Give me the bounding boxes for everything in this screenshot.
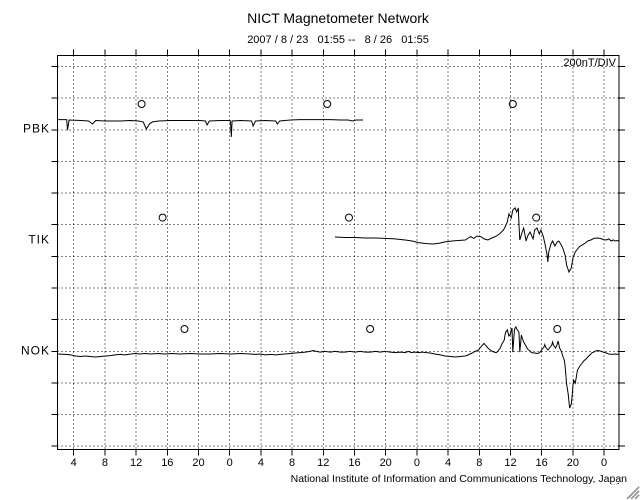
midnight-marker-tik <box>532 213 541 222</box>
institute-caption: National Institute of Information and Co… <box>291 473 628 485</box>
plot-frame <box>57 55 620 450</box>
x-tick-label: 8 <box>289 457 295 469</box>
midnight-marker-nok <box>366 325 375 333</box>
caption-artifact: ‥‥▪ <box>611 481 620 487</box>
station-label-tik: TIK <box>28 233 50 247</box>
x-tick-label: 4 <box>258 457 264 469</box>
page-title: NICT Magnetometer Network <box>247 10 430 26</box>
date-range-subtitle: 2007 / 8 / 23 01:55 -- 8 / 26 01:55 <box>247 34 429 46</box>
midnight-marker-pbk <box>508 100 517 108</box>
grid-layer <box>57 55 619 450</box>
x-tick-label: 0 <box>227 457 233 469</box>
x-tick-label: 4 <box>445 457 451 469</box>
x-tick-label: 4 <box>71 457 77 469</box>
x-tick-label: 16 <box>161 457 173 469</box>
x-tick-label: 8 <box>476 457 482 469</box>
x-tick-label: 0 <box>414 457 420 469</box>
x-tick-label: 16 <box>348 457 360 469</box>
midnight-marker-pbk <box>323 100 332 108</box>
scale-per-division-label: 200nT/DIV <box>563 57 616 69</box>
trace-tik <box>334 207 620 274</box>
station-label-pbk: PBK <box>23 122 50 136</box>
x-tick-label: 12 <box>504 457 516 469</box>
midnight-marker-tik <box>345 213 353 222</box>
x-tick-label: 20 <box>380 457 392 469</box>
resize-grip-icon[interactable] <box>626 486 640 500</box>
x-tick-label: 0 <box>601 457 607 469</box>
x-tick-label: 20 <box>567 457 579 469</box>
x-tick-label: 20 <box>192 457 204 469</box>
trace-pbk <box>58 119 364 138</box>
x-tick-label: 8 <box>102 457 108 469</box>
midnight-marker-pbk <box>137 100 146 108</box>
x-tick-label: 12 <box>317 457 329 469</box>
midnight-marker-tik <box>158 213 167 222</box>
trace-nok <box>58 325 620 409</box>
x-tick-label: 16 <box>536 457 548 469</box>
midnight-marker-nok <box>180 325 189 333</box>
label-layer: 4 8 12 16 20 0 4 8 12 16 20 0 4 8 12 16 20 0 PBK TIK NOK <box>21 122 607 469</box>
tick-layer <box>51 49 625 456</box>
midnight-marker-nok <box>553 325 562 333</box>
x-tick-label: 12 <box>130 457 142 469</box>
station-label-nok: NOK <box>21 344 50 358</box>
series-layer <box>58 100 620 409</box>
